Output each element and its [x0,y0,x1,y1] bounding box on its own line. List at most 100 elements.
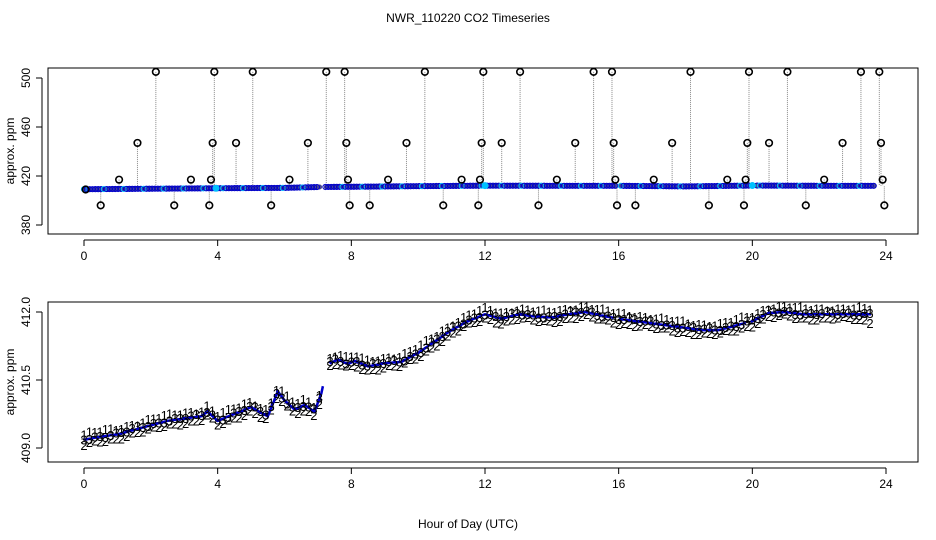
series-point-label: 1 [562,302,569,317]
series-point-label: 1 [791,300,798,315]
series-point-label: 3 [786,304,793,319]
series-point-label: 1 [161,408,168,423]
series-point-label: 2 [556,314,563,329]
x-tick-label: 4 [214,249,221,263]
series-point-label: 3 [396,355,403,370]
series-point-label: 2 [385,358,392,373]
y-tick-label: 380 [19,215,33,235]
series-point-label: 2 [166,417,173,432]
series-point-label: 1 [353,350,360,365]
y-tick-label: 460 [19,117,33,137]
series-point-label: 1 [519,302,526,317]
series-point-label: 3 [139,420,146,435]
series-point-label: 1 [385,351,392,366]
series-point-label: 2 [225,412,232,427]
series-point-label: 3 [471,310,478,325]
series-point-label: 2 [316,397,323,412]
series-point-label: 2 [679,324,686,339]
series-point-label: 3 [508,306,515,321]
series-point-label: 3 [257,404,264,419]
series-point-label: 2 [257,410,264,425]
series-point-label: 1 [690,318,697,333]
series-point-label: 3 [96,429,103,444]
series-point-label: 3 [578,305,585,320]
series-point-label: 3 [663,317,670,332]
series-point-label: 1 [465,308,472,323]
series-point-label: 3 [460,317,467,332]
series-point-label: 1 [620,306,627,321]
series-point-label: 2 [449,325,456,340]
series-point-label: 1 [150,412,157,427]
y-tick-label: 409.0 [19,433,33,463]
series-point-label: 2 [722,323,729,338]
flagged-point [801,201,810,210]
top-panel: 0 4 8 12 16 20 24 380 420 460 500 approx. ppm [3,67,919,263]
flagged-point [170,201,179,210]
series-point-label: 2 [711,327,718,342]
flagged-point [607,67,617,76]
series-point-label: 2 [706,326,713,341]
series-point-label: 3 [679,320,686,335]
series-point-label: 1 [476,303,483,318]
series-point-label: 1 [588,302,595,317]
series-point-label: 2 [145,421,152,436]
flagged-point [515,67,525,76]
series-point-label: 2 [332,357,339,372]
series-point-label: 3 [193,407,200,422]
series-point-label: 3 [390,353,397,368]
series-point-label: 2 [540,313,547,328]
series-point-label: 3 [588,304,595,319]
series-point-label: 3 [150,416,157,431]
series-point-label: 1 [647,312,654,327]
series-point-label: 2 [91,433,98,448]
flagged-point [343,175,353,184]
x-tick-label: 20 [746,477,760,491]
series-point-label: 1 [818,301,825,316]
series-point-label: 1 [824,303,831,318]
series-point-label: 3 [487,307,494,322]
series-point-label: 2 [139,424,146,439]
series-point-label: 2 [80,438,87,453]
flagged-point [285,175,294,184]
series-point-label: 1 [508,305,515,320]
flagged-point [402,138,411,148]
flagged-point [497,138,506,148]
series-point-label: 2 [369,362,376,377]
series-point-label: 2 [364,362,371,377]
series-point-label: 2 [658,320,665,335]
series-point-label: 2 [749,319,756,334]
series-point-label: 3 [765,303,772,318]
series-point-label: 2 [193,413,200,428]
bottom-y-axis-label: approx. ppm [3,349,17,416]
flagged-point [534,201,543,210]
series-point-label: 1 [241,397,248,412]
series-point-label: 2 [129,426,136,441]
series-point-label: 1 [850,301,857,316]
series-point-label: 3 [268,399,275,414]
series-point-label: 1 [305,394,312,409]
series-point-label: 2 [674,325,681,340]
flagged-point [552,175,561,184]
series-point-label: 2 [262,411,269,426]
series-point-label: 3 [610,310,617,325]
series-point-label: 1 [765,302,772,317]
x-tick-label: 12 [478,249,492,263]
series-point-label: 3 [225,410,232,425]
series-point-label: 2 [840,309,847,324]
series-point-label: 2 [107,432,114,447]
flagged-point [704,201,713,210]
series-point-label: 1 [497,306,504,321]
flagged-point [303,138,312,148]
series-point-label: 3 [300,399,307,414]
series-point-label: 3 [583,304,590,319]
series-point-label: 1 [337,348,344,363]
series-point-label: 1 [300,392,307,407]
x-tick-label: 24 [879,249,893,263]
flagged-point [783,67,792,76]
series-point-label: 3 [519,308,526,323]
series-point-label: 3 [230,406,237,421]
baseline-point [870,182,877,189]
flagged-point [611,175,620,184]
series-point-label: 1 [460,310,467,325]
series-point-label: 3 [118,425,125,440]
